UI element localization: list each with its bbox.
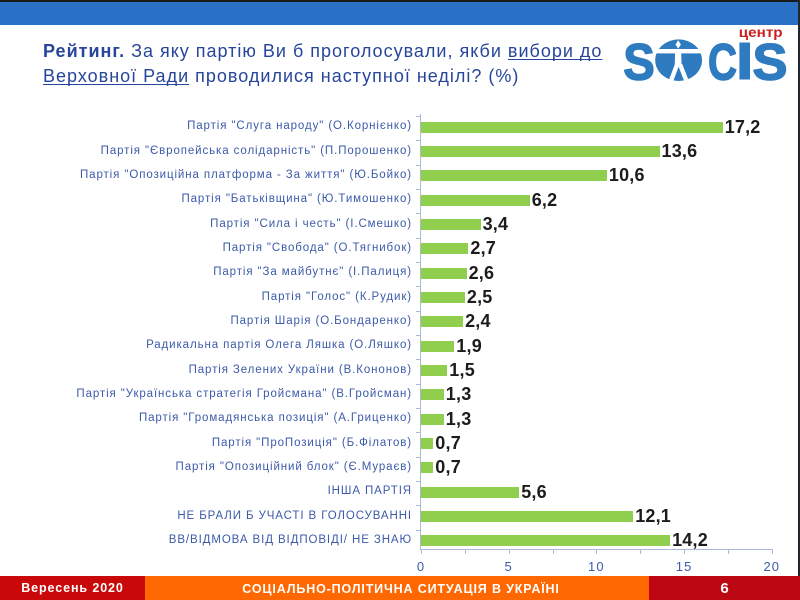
svg-text:C: C	[708, 34, 737, 91]
svg-text:S: S	[623, 34, 655, 91]
svg-text:S: S	[753, 34, 788, 91]
svg-text:центр: центр	[739, 28, 783, 40]
